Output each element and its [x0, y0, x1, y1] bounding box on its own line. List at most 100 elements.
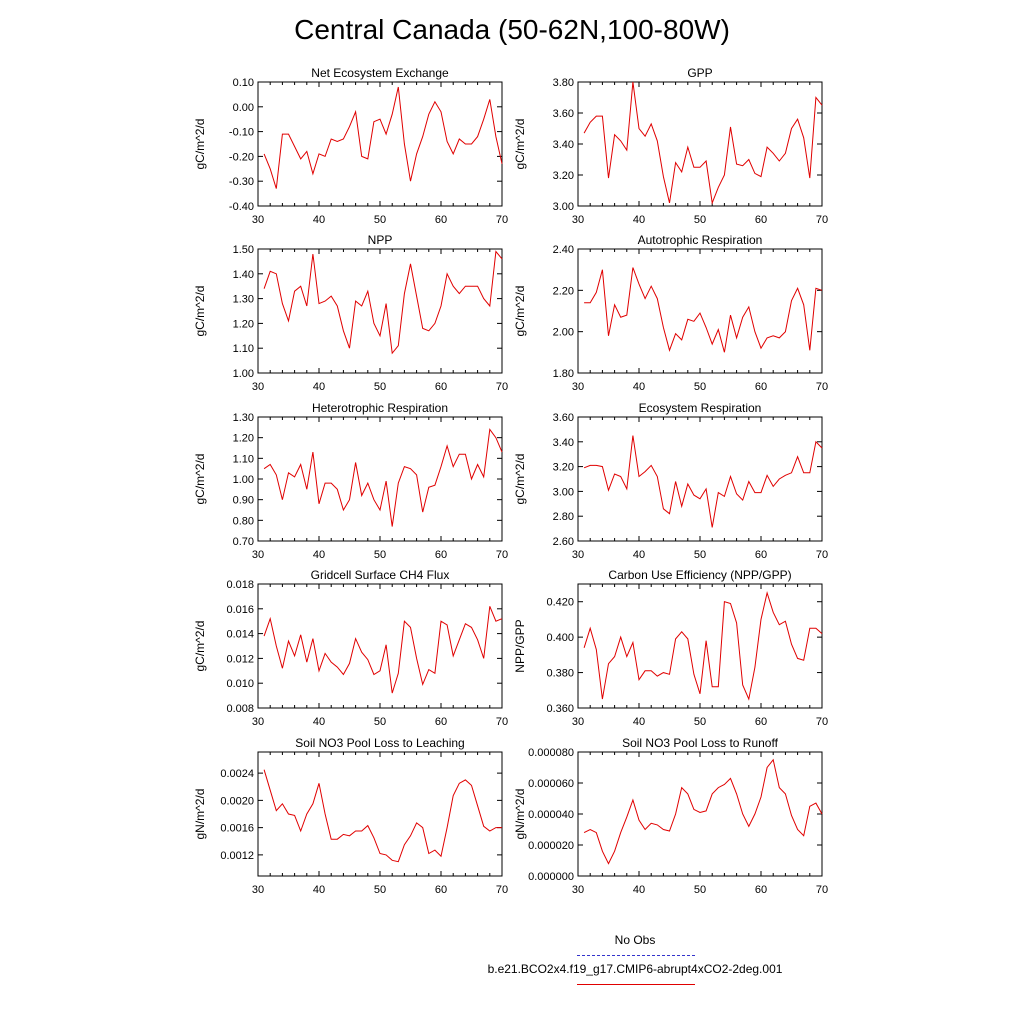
panel-5-xtick-label: 50 [694, 549, 706, 561]
panel-9-ytick-label: 0.000060 [528, 778, 574, 790]
panel-5-ylabel: gC/m^2/d [513, 454, 527, 505]
panel-3-xtick-label: 60 [755, 381, 767, 393]
panel-1-xtick-label: 60 [755, 214, 767, 226]
panel-7-ytick-label: 0.360 [546, 703, 574, 715]
panel-0-series-line [263, 86, 503, 189]
panel-5-ytick-label: 3.60 [553, 412, 574, 424]
panel-3-xtick-label: 50 [694, 381, 706, 393]
panel-4-xtick-label: 30 [252, 549, 264, 561]
panel-8-xtick-label: 60 [435, 884, 447, 896]
panel-8-xtick-label: 50 [374, 884, 386, 896]
panel-8-title: Soil NO3 Pool Loss to Leaching [295, 736, 464, 750]
panel-2-xtick-label: 50 [374, 381, 386, 393]
panel-3-ylabel: gC/m^2/d [513, 286, 527, 337]
panel-0-xtick-label: 30 [252, 214, 264, 226]
panel-5-ytick-label: 2.60 [553, 536, 574, 548]
legend-model-swatch [577, 984, 695, 985]
panel-8-ytick-label: 0.0016 [220, 823, 254, 835]
panel-0-ytick-label: -0.30 [229, 176, 254, 188]
panel-6-ytick-label: 0.016 [226, 604, 254, 616]
panel-0-title: Net Ecosystem Exchange [311, 66, 449, 80]
panel-3-frame [577, 248, 823, 374]
panel-2-ytick-label: 1.00 [233, 368, 254, 380]
panel-3-title: Autotrophic Respiration [638, 233, 763, 247]
panel-9-xtick-label: 60 [755, 884, 767, 896]
panel-2-title: NPP [368, 233, 393, 247]
panel-9-ytick-label: 0.000020 [528, 840, 574, 852]
panel-5-xtick-label: 40 [633, 549, 645, 561]
panel-6-xtick-label: 30 [252, 716, 264, 728]
panel-9-ytick-label: 0.000000 [528, 871, 574, 883]
panel-9-ytick-label: 0.000040 [528, 809, 574, 821]
panel-8-ylabel: gN/m^2/d [193, 789, 207, 840]
panel-2-ylabel: gC/m^2/d [193, 286, 207, 337]
panel-5-xtick-label: 60 [755, 549, 767, 561]
panel-2-ytick-label: 1.50 [233, 244, 254, 256]
panel-2-xtick-label: 40 [313, 381, 325, 393]
panel-2-xtick-label: 30 [252, 381, 264, 393]
panel-4-xtick-label: 60 [435, 549, 447, 561]
panel-0-xtick-label: 50 [374, 214, 386, 226]
panel-2-series-line [263, 250, 503, 355]
panel-9-xtick-label: 70 [816, 884, 828, 896]
panel-4-ytick-label: 0.70 [233, 536, 254, 548]
panel-1-ytick-label: 3.40 [553, 139, 574, 151]
panel-0-ytick-label: 0.00 [233, 102, 254, 114]
legend-obs-swatch [577, 955, 695, 956]
panel-7-ytick-label: 0.400 [546, 632, 574, 644]
panel-0-ylabel: gC/m^2/d [193, 119, 207, 170]
panel-1-frame [577, 81, 823, 207]
panel-6-xtick-label: 50 [374, 716, 386, 728]
panel-7-frame [577, 583, 823, 709]
panel-2-xtick-label: 60 [435, 381, 447, 393]
panel-5-title: Ecosystem Respiration [639, 401, 762, 415]
panel-6-series-line [263, 606, 503, 694]
panel-7-xtick-label: 70 [816, 716, 828, 728]
panel-0-xtick-label: 70 [496, 214, 508, 226]
panel-1-xtick-label: 70 [816, 214, 828, 226]
panel-4-ytick-label: 0.90 [233, 495, 254, 507]
panel-1-ylabel: gC/m^2/d [513, 119, 527, 170]
panel-5-xtick-label: 70 [816, 549, 828, 561]
panel-8-xtick-label: 70 [496, 884, 508, 896]
panel-6-ytick-label: 0.014 [226, 629, 254, 641]
panel-6-xtick-label: 40 [313, 716, 325, 728]
panel-0-ytick-label: 0.10 [233, 77, 254, 89]
panel-5-xtick-label: 30 [572, 549, 584, 561]
panel-1-ytick-label: 3.20 [553, 170, 574, 182]
panel-4-ylabel: gC/m^2/d [193, 454, 207, 505]
panel-2-ytick-label: 1.40 [233, 269, 254, 281]
panel-5-ytick-label: 3.00 [553, 486, 574, 498]
panel-9-xtick-label: 40 [633, 884, 645, 896]
panel-7-xtick-label: 50 [694, 716, 706, 728]
panel-8-ytick-label: 0.0012 [220, 850, 254, 862]
panel-1-xtick-label: 30 [572, 214, 584, 226]
panel-2-ytick-label: 1.10 [233, 343, 254, 355]
panel-9-xtick-label: 50 [694, 884, 706, 896]
panel-6-ytick-label: 0.018 [226, 579, 254, 591]
panel-8-frame [257, 751, 503, 877]
panel-9-ytick-label: 0.000080 [528, 747, 574, 759]
panel-1-xtick-label: 40 [633, 214, 645, 226]
panel-9-title: Soil NO3 Pool Loss to Runoff [622, 736, 779, 750]
legend-obs-label: No Obs [614, 933, 656, 947]
panel-8-series-line [263, 769, 502, 863]
panel-1-ytick-label: 3.00 [553, 201, 574, 213]
panel-4-title: Heterotrophic Respiration [312, 401, 448, 415]
panel-0-xtick-label: 40 [313, 214, 325, 226]
panel-5-series-line [583, 435, 823, 528]
panel-6-ylabel: gC/m^2/d [193, 621, 207, 672]
panel-9-series-line [583, 758, 823, 865]
panel-4-series-line [263, 428, 503, 527]
panel-4-xtick-label: 40 [313, 549, 325, 561]
panel-3-ytick-label: 1.80 [553, 368, 574, 380]
panel-7-ytick-label: 0.420 [546, 597, 574, 609]
panel-7-xtick-label: 40 [633, 716, 645, 728]
panel-8-ytick-label: 0.0020 [220, 795, 254, 807]
page-title: Central Canada (50-62N,100-80W) [294, 14, 730, 45]
panel-0-ytick-label: -0.40 [229, 201, 254, 213]
panel-7-ylabel: NPP/GPP [513, 619, 527, 672]
panel-4-xtick-label: 70 [496, 549, 508, 561]
panel-4-ytick-label: 1.30 [233, 412, 254, 424]
